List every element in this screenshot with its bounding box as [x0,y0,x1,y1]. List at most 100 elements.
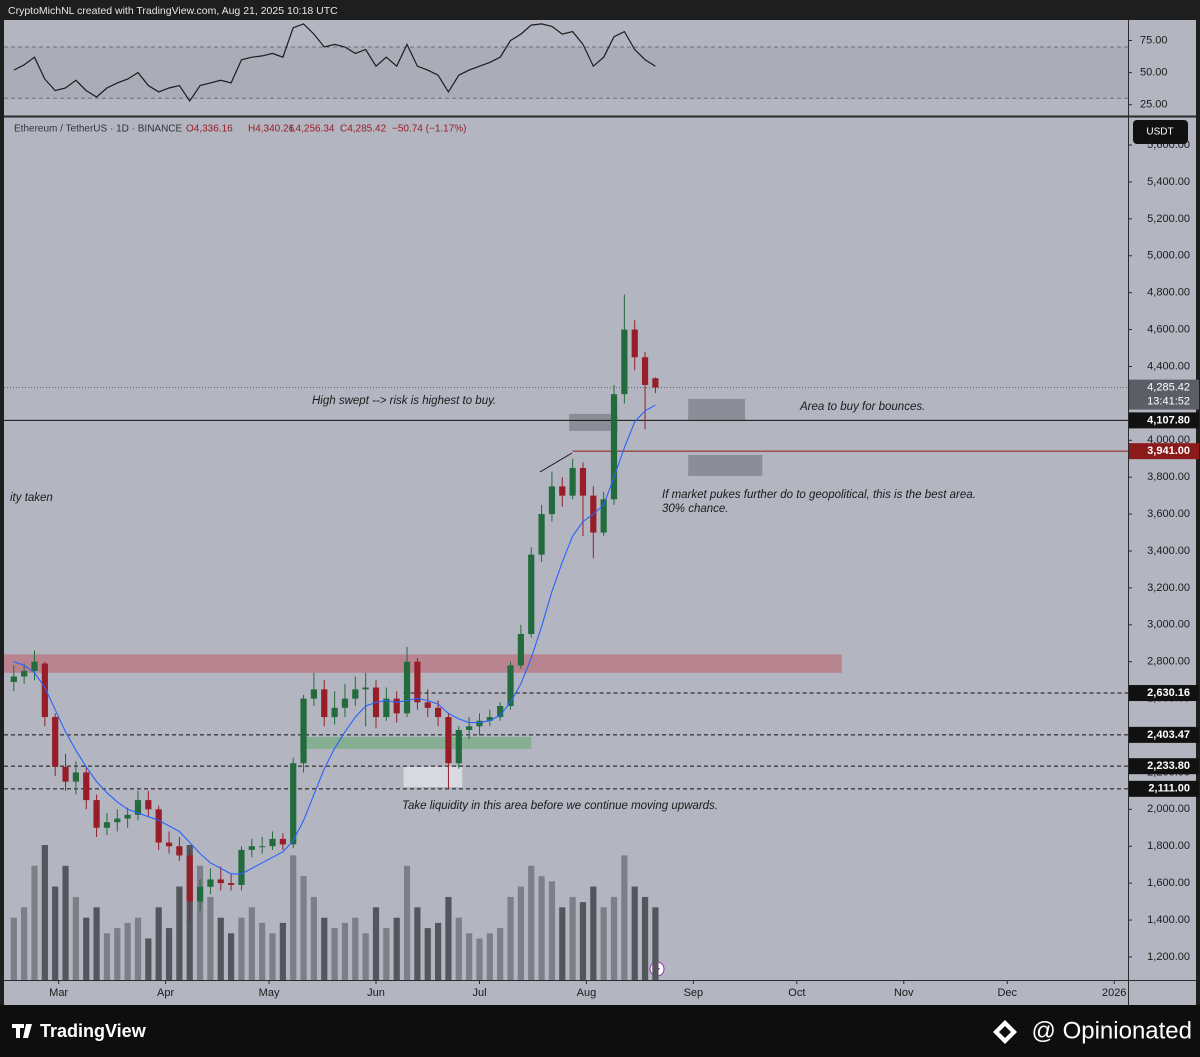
volume-bar [103,933,111,980]
candle-body [486,717,493,721]
candle-body [103,822,111,828]
candle-body [445,717,452,764]
level-label-box [1129,685,1199,702]
candle-body [569,467,576,496]
candle-body [497,705,504,718]
candle-body [548,486,556,515]
candle-body [538,514,545,555]
level-label-box [1129,443,1199,460]
ohlc-value: O4,336.16 [186,124,233,135]
zone [4,654,842,673]
last-price-label: 4,285.42 [1147,382,1190,394]
x-tick-label: Oct [788,987,805,999]
volume-bar [631,886,638,980]
candle-body [93,800,100,828]
volume-bar [548,881,556,980]
candle-body [207,879,214,887]
candle-body [341,698,349,708]
candle-body [155,809,162,843]
y-tick-label: 25.00 [1140,99,1168,111]
brand-logo [12,1024,32,1038]
volume-bar [228,933,235,980]
candle-body [414,661,421,703]
volume-bar [352,917,359,980]
candle-body [10,676,17,683]
volume-bar [124,922,131,980]
candle-body [186,855,193,902]
candle-body [72,772,79,782]
credit: CryptoMichNL created with TradingView.co… [8,5,338,17]
y-tick-label: 4,800.00 [1147,287,1190,299]
x-tick-label: Apr [157,987,174,999]
candle-body [455,729,462,764]
volume-bar [393,917,400,980]
volume-bar [579,902,587,980]
volume-bar [269,933,276,980]
ohlc-value: L4,256.34 [290,124,335,135]
candle-body [352,689,359,699]
candle-body [134,800,142,815]
volume-bar [652,907,659,980]
annotation: Take liquidity in this area before we co… [402,800,718,812]
candle-body [217,879,224,884]
candle-body [631,329,638,358]
candle-body [114,818,121,823]
candle-body [248,846,255,850]
volume-bar [497,928,504,980]
candle-body [31,661,38,671]
volume-bar [403,865,411,980]
level-label: 4,107.80 [1147,414,1190,426]
candle-body [259,846,266,848]
candle-body [403,661,411,714]
volume-bar [641,896,649,980]
candle-body [52,717,59,767]
ohlc-value: −50.74 (−1.17%) [392,124,467,135]
candle-body [269,838,276,847]
candle-body [310,689,318,699]
moving-average [13,404,656,875]
zone [300,736,532,749]
x-tick-label: May [259,987,280,999]
volume-bar [414,907,421,980]
candle-body [424,702,431,708]
handle-logo [993,1020,1017,1044]
zone [569,413,618,431]
volume-bar [279,922,286,980]
volume-bar [217,917,224,980]
volume-bar [341,922,349,980]
volume-bar [590,886,597,980]
volume-bar [300,876,307,980]
volume-bar [41,845,48,980]
volume-bar [83,917,90,980]
candle-body [300,698,307,764]
volume-bar [31,865,38,980]
candle-body [434,707,442,718]
volume-bar [196,865,204,980]
volume-bar [290,855,297,980]
y-tick-label: 3,600.00 [1147,508,1190,520]
volume-bar [21,907,28,980]
candle-body [600,499,607,533]
candle-body [196,886,204,902]
level-label-box [1129,780,1199,797]
volume-bar [259,922,266,980]
currency-button[interactable] [1133,120,1188,144]
ohlc-value: H4,340.26 [248,124,295,135]
candle-body [610,394,618,500]
currency[interactable]: USDT [1146,127,1173,138]
footer-bar [0,1005,1200,1057]
candle-body [290,763,297,845]
y-tick-label: 3,400.00 [1147,545,1190,557]
candle-body [621,329,628,395]
candle-body [476,720,483,727]
x-tick-label: Jun [367,987,385,999]
candle-body [176,846,183,856]
y-tick-label: 2,800.00 [1147,656,1190,668]
volume-bar [321,917,328,980]
level-label: 2,403.47 [1147,729,1190,741]
candle-body [383,698,390,718]
x-tick-label: Aug [577,987,597,999]
y-tick-label: 5,200.00 [1147,213,1190,225]
y-tick-label: 5,600.00 [1147,139,1190,151]
